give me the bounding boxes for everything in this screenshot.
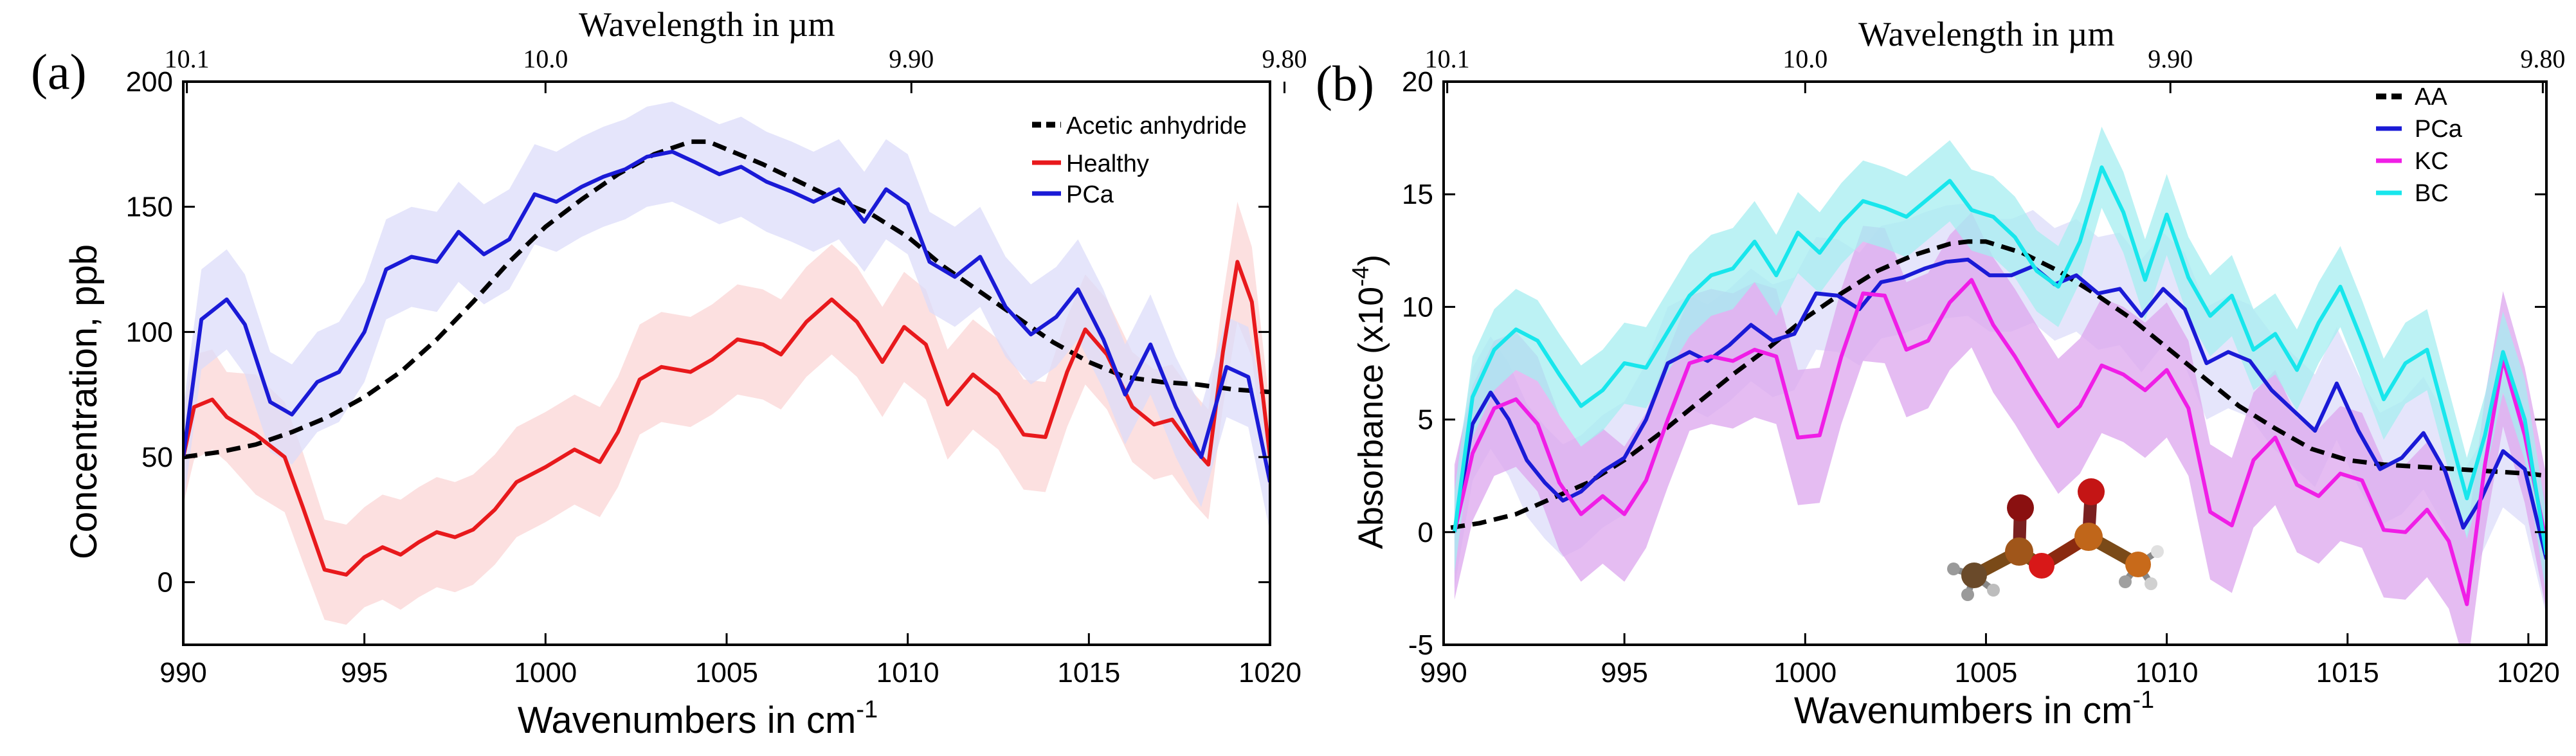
x-tick-label-b: 1005 [1954,657,2017,688]
legend-label-acetic-anhydride: Acetic anhydride [1066,113,1247,140]
x-axis-label-b: Wavenumbers in cm-1 [1794,687,2154,732]
series-line-bc-b [1452,165,2546,555]
lines-a [183,139,1270,577]
lines-b [1450,165,2546,606]
y-tick-label-b: 10 [1402,291,1433,323]
y-tick-label-b: -5 [1408,629,1433,661]
legend-label-pca-b: PCa [2415,116,2463,143]
y-tick-label-b: 20 [1402,66,1433,98]
top-tick-label-a: 10.1 [165,44,210,73]
top-tick-label-b: 10.1 [1425,44,1470,73]
y-axis-label-a: Concentration, ppb [63,244,105,559]
bands-b [1454,127,2546,645]
panel-b: (b) Wavelength in µm 990 995 1000 1005 1010 1… [1316,15,2565,732]
x-tick-label-a: 1010 [876,657,939,688]
ticks-a: 990 995 1000 1005 1010 1015 102005010015020010… [126,44,1307,688]
top-tick-label-a: 9.80 [1262,44,1307,73]
x-tick-label-b: 995 [1601,657,1647,688]
top-tick-label-b: 9.80 [2520,44,2565,73]
x-tick-label-b: 1015 [2316,657,2379,688]
panel-label-a: (a) [31,44,87,100]
ticks-b: 990 995 1000 1005 1010 1015 1020-50510152010.1… [1402,44,2565,688]
legend-label-aa: AA [2415,84,2447,111]
series-line-kc-b [1452,278,2546,606]
legend-label-bc: BC [2415,180,2449,207]
x-tick-label-a: 1000 [514,657,577,688]
top-axis-label-b: Wavelength in µm [1858,15,2115,53]
legend-label-healthy: Healthy [1066,150,1149,177]
top-tick-label-b: 9.90 [2148,44,2193,73]
x-tick-label-a: 1020 [1238,657,1302,688]
x-tick-label-a: 1015 [1057,657,1120,688]
y-tick-label-b: 15 [1402,179,1433,210]
series-line-aa-b [1450,239,2546,530]
axes-b [1442,80,2548,646]
series-line-pca-b [1452,257,2546,560]
x-tick-label-a: 995 [341,657,388,688]
top-axis-label-a: Wavelength in µm [579,5,835,44]
series-line-pca-a [183,150,1270,483]
legend-b: AA PCa KC BC [2376,84,2463,207]
y-axis-label-b: Absorbance (x10-4) [1347,255,1390,549]
y-tick-label-a: 100 [126,316,173,348]
band-kc-b [1454,212,2546,645]
x-tick-label-a: 990 [159,657,206,688]
band-healthy-a [183,201,1270,625]
x-tick-label-b: 1020 [2497,657,2560,688]
y-tick-label-b: 0 [1418,517,1433,548]
x-tick-label-b: 1000 [1773,657,1837,688]
y-tick-label-a: 200 [126,66,173,98]
x-tick-label-b: 990 [1420,657,1467,688]
x-axis-label-a: Wavenumbers in cm-1 [518,696,878,741]
plot-frame-b [1442,80,2548,646]
molecule-inset [1947,478,2164,601]
bands-a [183,102,1270,625]
y-tick-label-a: 50 [141,442,173,473]
legend-a: Acetic anhydride Healthy PCa [1032,113,1247,208]
y-tick-label-a: 150 [126,192,173,223]
legend-label-kc: KC [2415,148,2449,175]
band-pca-a [183,102,1270,532]
top-tick-label-b: 10.0 [1782,44,1828,73]
legend-label-pca: PCa [1066,181,1114,208]
top-tick-label-a: 10.0 [523,44,568,73]
band-bc-b [1454,127,2546,595]
y-tick-label-a: 0 [158,567,173,598]
top-tick-label-a: 9.90 [889,44,934,73]
y-tick-label-b: 5 [1418,404,1433,436]
panel-a: (a) Wavelength in µm 990 995 1000 1005 1010 1… [31,5,1307,741]
x-tick-label-b: 1010 [2136,657,2199,688]
series-line-acetic-anhydride-a [183,139,1270,460]
panel-label-b: (b) [1316,55,1374,111]
x-tick-label-a: 1005 [695,657,758,688]
